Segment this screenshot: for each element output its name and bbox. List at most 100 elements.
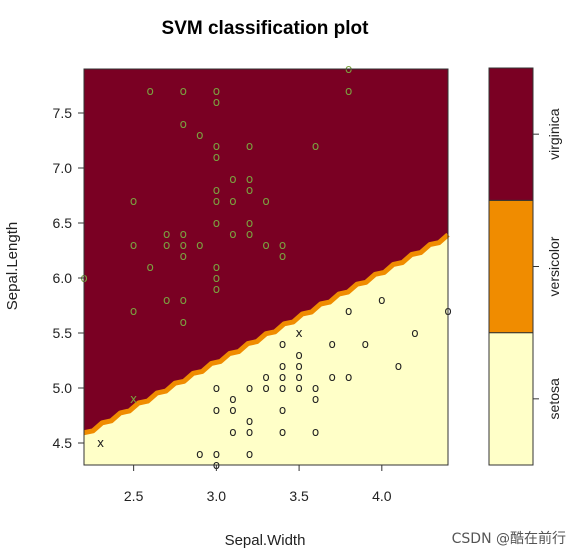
data-point-53: o bbox=[279, 359, 286, 373]
support-vector-81: x bbox=[97, 436, 104, 450]
data-point-75: o bbox=[279, 425, 286, 439]
y-tick-label-6: 7.5 bbox=[53, 105, 73, 121]
data-point-55: o bbox=[395, 359, 402, 373]
x-tick-label-2: 3.5 bbox=[289, 488, 309, 504]
legend-label-virginica: virginica bbox=[546, 108, 562, 160]
data-point-29: o bbox=[196, 238, 203, 252]
data-point-6: o bbox=[180, 117, 187, 131]
data-point-62: o bbox=[262, 381, 269, 395]
data-point-2: o bbox=[213, 84, 220, 98]
data-point-22: o bbox=[163, 227, 170, 241]
data-point-0: o bbox=[147, 84, 154, 98]
legend-swatch-setosa bbox=[488, 332, 534, 466]
data-point-26: o bbox=[130, 238, 137, 252]
y-tick-label-0: 4.5 bbox=[53, 435, 73, 451]
color-legend: setosa versicolor virginica bbox=[488, 67, 562, 466]
data-point-78: o bbox=[196, 447, 203, 461]
data-point-9: o bbox=[246, 139, 253, 153]
legend-swatch-versicolor bbox=[488, 199, 534, 334]
data-point-76: o bbox=[312, 425, 319, 439]
y-tick-label-3: 6.0 bbox=[53, 270, 73, 286]
data-point-12: o bbox=[229, 172, 236, 186]
x-axis-label: Sepal.Width bbox=[225, 532, 306, 549]
data-point-59: o bbox=[329, 370, 336, 384]
x-tick-label-1: 3.0 bbox=[207, 488, 227, 504]
data-point-66: o bbox=[213, 381, 220, 395]
y-tick-label-5: 7.0 bbox=[53, 160, 73, 176]
legend-label-setosa: setosa bbox=[546, 378, 562, 419]
data-point-57: o bbox=[279, 370, 286, 384]
data-point-39: o bbox=[163, 293, 170, 307]
data-point-33: o bbox=[279, 249, 286, 263]
data-point-44: o bbox=[378, 293, 385, 307]
data-point-25: o bbox=[246, 227, 253, 241]
data-point-49: o bbox=[279, 337, 286, 351]
legend-swatch-virginica bbox=[488, 67, 534, 201]
data-point-74: o bbox=[246, 425, 253, 439]
support-vector-43: x bbox=[130, 392, 137, 406]
data-point-51: o bbox=[362, 337, 369, 351]
data-point-14: o bbox=[213, 183, 220, 197]
data-point-67: o bbox=[229, 392, 236, 406]
data-point-68: o bbox=[312, 392, 319, 406]
data-point-28: o bbox=[180, 238, 187, 252]
region-virginica bbox=[84, 69, 448, 433]
data-point-71: o bbox=[279, 403, 286, 417]
data-point-45: o bbox=[345, 304, 352, 318]
data-point-77: o bbox=[213, 447, 220, 461]
data-point-32: o bbox=[180, 249, 187, 263]
y-axis-label: Sepal.Length bbox=[4, 222, 21, 310]
data-point-52: o bbox=[295, 348, 302, 362]
x-axis: 2.5 3.0 3.5 4.0 bbox=[124, 464, 392, 504]
data-point-11: o bbox=[213, 150, 220, 164]
data-point-24: o bbox=[229, 227, 236, 241]
data-point-5: o bbox=[345, 84, 352, 98]
y-tick-label-4: 6.5 bbox=[53, 215, 73, 231]
chart-title: SVM classification plot bbox=[162, 18, 370, 39]
data-point-3: o bbox=[213, 95, 220, 109]
data-point-16: o bbox=[130, 194, 137, 208]
data-point-18: o bbox=[229, 194, 236, 208]
data-point-56: o bbox=[262, 370, 269, 384]
data-point-27: o bbox=[163, 238, 170, 252]
data-point-30: o bbox=[262, 238, 269, 252]
data-point-15: o bbox=[246, 183, 253, 197]
decision-boundary bbox=[83, 232, 450, 436]
data-point-21: o bbox=[246, 216, 253, 230]
data-point-65: o bbox=[312, 381, 319, 395]
data-point-17: o bbox=[213, 194, 220, 208]
data-point-40: o bbox=[180, 293, 187, 307]
support-vector-48: x bbox=[296, 326, 303, 340]
data-point-61: o bbox=[246, 381, 253, 395]
x-tick-label-0: 2.5 bbox=[124, 488, 144, 504]
data-point-58: o bbox=[295, 370, 302, 384]
data-point-64: o bbox=[295, 381, 302, 395]
data-point-23: o bbox=[180, 227, 187, 241]
data-point-50: o bbox=[329, 337, 336, 351]
data-point-60: o bbox=[345, 370, 352, 384]
data-point-7: o bbox=[196, 128, 203, 142]
data-point-41: o bbox=[130, 304, 137, 318]
data-point-54: o bbox=[295, 359, 302, 373]
data-point-36: o bbox=[213, 271, 220, 285]
data-point-34: o bbox=[147, 260, 154, 274]
data-point-13: o bbox=[246, 172, 253, 186]
data-point-47: o bbox=[411, 326, 418, 340]
data-point-72: o bbox=[246, 414, 253, 428]
y-tick-label-2: 5.5 bbox=[53, 325, 73, 341]
y-tick-label-1: 5.0 bbox=[53, 380, 73, 396]
data-point-63: o bbox=[279, 381, 286, 395]
data-point-42: o bbox=[180, 315, 187, 329]
data-point-69: o bbox=[213, 403, 220, 417]
legend-label-versicolor: versicolor bbox=[546, 236, 562, 296]
data-point-8: o bbox=[213, 139, 220, 153]
data-point-19: o bbox=[262, 194, 269, 208]
x-tick-label-3: 4.0 bbox=[372, 488, 392, 504]
data-point-70: o bbox=[229, 403, 236, 417]
data-point-20: o bbox=[213, 216, 220, 230]
y-axis: 4.5 5.0 5.5 6.0 6.5 7.0 7.5 bbox=[53, 105, 85, 451]
data-point-79: o bbox=[246, 447, 253, 461]
watermark: CSDN @酷在前行 bbox=[452, 530, 566, 547]
